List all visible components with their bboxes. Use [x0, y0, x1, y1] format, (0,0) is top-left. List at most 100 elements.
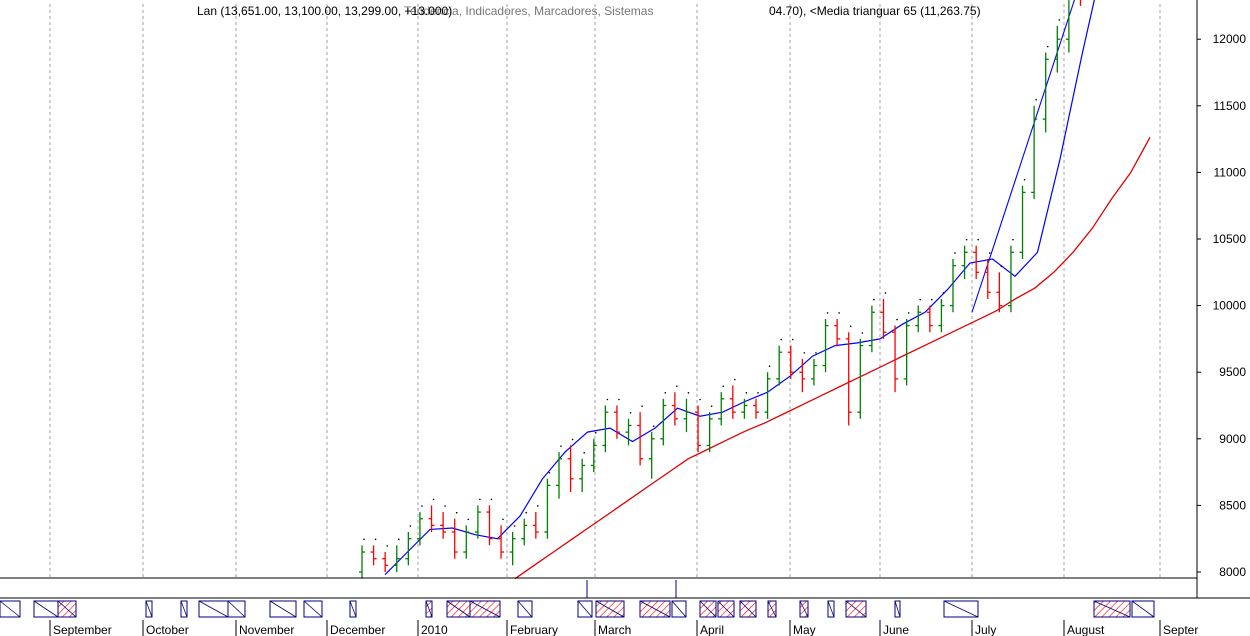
- indicator-dot: [537, 505, 539, 507]
- marker-box: [469, 600, 501, 618]
- marker-rect: [1131, 600, 1155, 618]
- overlay-indicator-text: Tendencia, Indicadores, Marcadores, Sist…: [404, 4, 653, 18]
- marker-diagonal: [57, 600, 77, 618]
- marker-rect: [145, 600, 153, 618]
- marker-box: [894, 600, 901, 618]
- marker-diagonal: [767, 600, 777, 618]
- indicator-dot: [977, 238, 979, 241]
- marker-box: [446, 600, 471, 618]
- ohlc-bar: [382, 552, 389, 572]
- trend-line: [971, 0, 1075, 313]
- indicator-dot: [954, 252, 956, 254]
- marker-diagonal: [469, 600, 501, 618]
- month-label: September: [53, 623, 112, 636]
- indicator-dot: [884, 292, 887, 294]
- ohlc-bar: [950, 258, 956, 313]
- indicator-dot: [467, 518, 470, 521]
- indicator-dot: [641, 405, 643, 407]
- marker-diagonal: [446, 600, 471, 618]
- marker-box: [739, 600, 757, 618]
- month-label: December: [330, 623, 385, 636]
- marker-box: [845, 600, 867, 618]
- ohlc-bar: [880, 298, 887, 339]
- indicator-dot: [432, 498, 435, 501]
- indicator-dot: [757, 392, 759, 394]
- marker-rect: [943, 600, 979, 618]
- indicator-dot: [1000, 265, 1003, 268]
- ohlc-bar: [984, 258, 991, 299]
- indicator-dot: [1058, 19, 1061, 21]
- ohlc-bar: [625, 418, 632, 446]
- indicator-dot: [571, 438, 574, 441]
- month-label: November: [239, 623, 294, 636]
- marker-diagonal: [699, 600, 717, 618]
- marker-rect: [0, 600, 21, 618]
- ohlc-bar: [729, 385, 736, 419]
- ohlc-bar: [822, 318, 829, 373]
- month-label: June: [883, 623, 909, 636]
- marker-diagonal: [639, 600, 671, 618]
- indicator-dot: [838, 312, 840, 314]
- indicator-dot: [560, 445, 562, 447]
- indicator-dot: [386, 545, 388, 547]
- ohlc-bar: [428, 505, 435, 533]
- marker-rect: [269, 600, 297, 618]
- ohlc-bar: [440, 512, 447, 539]
- indicator-dot: [676, 385, 678, 387]
- slow-moving-average: [514, 136, 1151, 580]
- indicator-dot: [699, 398, 701, 401]
- ohlc-bar: [671, 392, 678, 426]
- marker-diagonal: [799, 600, 809, 618]
- marker-diagonal: [717, 600, 735, 618]
- marker-rect: [180, 600, 188, 618]
- indicator-dot: [710, 405, 713, 407]
- month-label: May: [793, 623, 816, 636]
- ohlc-bar: [903, 318, 910, 386]
- marker-box: [799, 600, 809, 618]
- y-tick-label: 9000: [1219, 432, 1246, 446]
- indicator-dot: [1012, 238, 1014, 241]
- indicator-dot: [988, 252, 991, 254]
- ohlc-bar: [718, 392, 725, 426]
- price-bars: [359, 0, 1082, 579]
- indicator-dot: [490, 498, 493, 501]
- ohlc-bar: [706, 412, 713, 453]
- indicator-dot: [896, 318, 898, 321]
- month-label: October: [146, 623, 189, 636]
- ohlc-bar: [996, 272, 1003, 313]
- indicator-dot: [479, 498, 481, 501]
- ohlc-bar: [1065, 0, 1070, 53]
- ohlc-bar: [857, 338, 864, 419]
- ohlc-bar: [683, 398, 690, 433]
- ohlc-bar: [741, 398, 748, 419]
- slow-ma-line: [514, 136, 1151, 580]
- ohlc-bar: [868, 305, 875, 353]
- ohlc-bar: [799, 358, 806, 393]
- indicator-dot: [444, 505, 446, 507]
- marker-diagonal: [180, 600, 188, 618]
- marker-rect: [517, 600, 533, 618]
- ohlc-bar: [845, 332, 852, 426]
- month-label: 2010: [421, 623, 448, 636]
- indicator-dot: [791, 338, 794, 341]
- marker-diagonal: [845, 600, 867, 618]
- y-tick-label: 12000: [1213, 32, 1247, 46]
- marker-box: [145, 600, 153, 618]
- ohlc-bar: [359, 545, 365, 579]
- marker-diagonal: [0, 600, 21, 618]
- marker-box: [303, 600, 323, 618]
- marker-box: [577, 600, 593, 618]
- marker-rect: [894, 600, 901, 618]
- ohlc-bar: [590, 438, 597, 473]
- indicator-dot: [363, 538, 365, 541]
- indicator-dot: [687, 392, 690, 394]
- y-tick-label: 9500: [1219, 365, 1246, 379]
- marker-rect: [227, 600, 246, 618]
- marker-box: [767, 600, 777, 618]
- indicator-dot: [931, 298, 933, 301]
- indicator-dot: [734, 378, 736, 381]
- ohlc-bar: [1042, 52, 1049, 133]
- time-axis: September October November December 2010 Febr…: [49, 620, 1198, 636]
